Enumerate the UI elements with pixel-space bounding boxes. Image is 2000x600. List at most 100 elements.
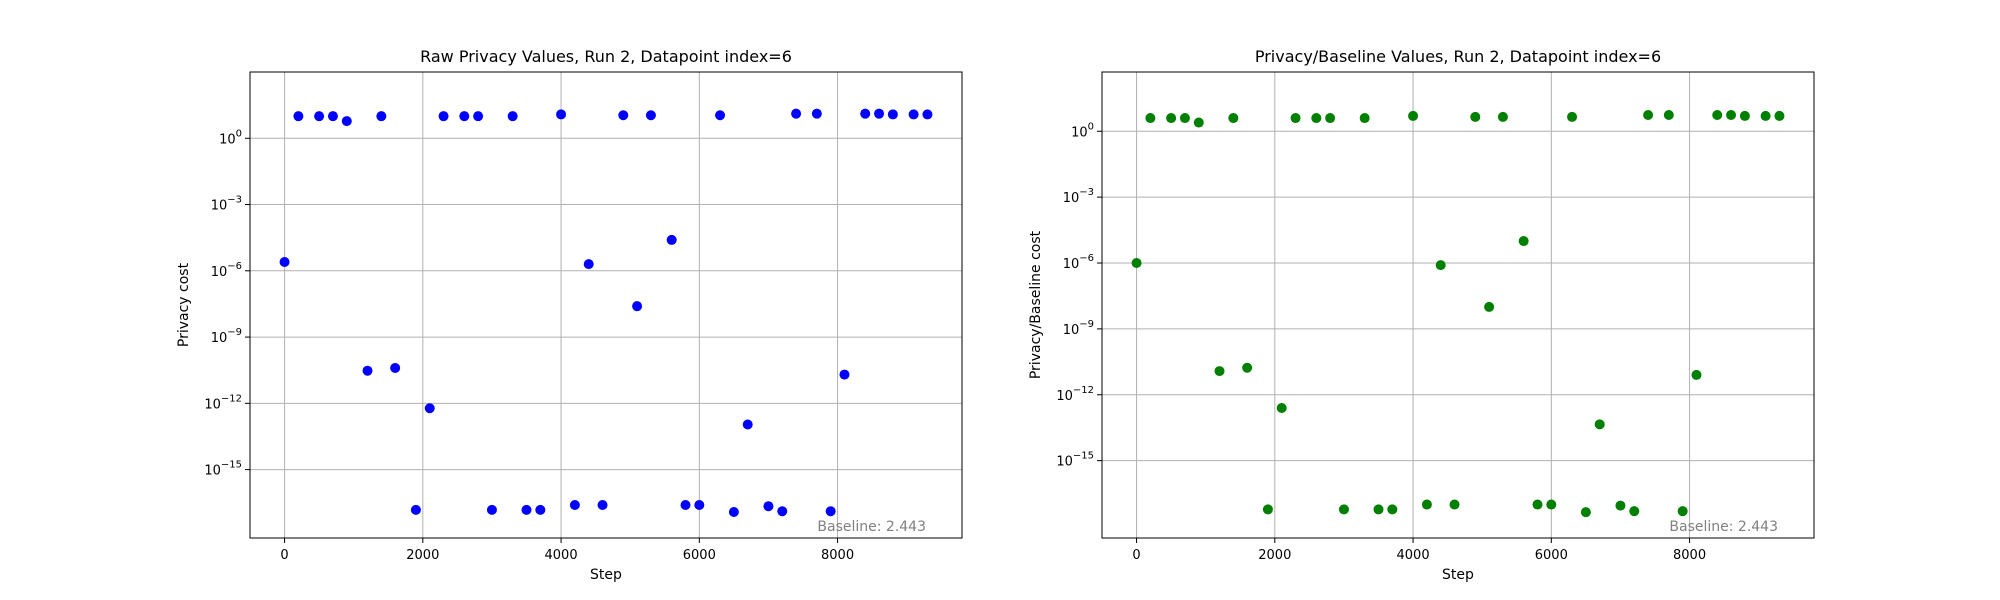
data-point [1435,260,1446,271]
data-point [645,110,656,121]
data-point [666,234,677,245]
x-tick-label: 6000 [1535,548,1568,563]
data-point [742,419,753,430]
x-axis-label: Step [1442,567,1474,583]
data-point [908,109,919,120]
x-axis-label: Step [590,567,622,583]
data-point [438,111,449,122]
y-tick-label: 10−15 [1056,451,1094,470]
data-point [569,499,580,510]
data-point [618,110,629,121]
baseline-annotation: Baseline: 2.443 [817,519,926,535]
data-point [1179,113,1190,124]
data-point [728,507,739,518]
data-point [1325,113,1336,124]
data-point [293,111,304,122]
data-point [1242,362,1253,373]
data-point [1290,113,1301,124]
x-tick-label: 4000 [545,548,578,563]
data-point [1546,499,1557,510]
data-point [811,108,822,119]
y-tick-label: 10−15 [204,460,242,479]
data-point [376,111,387,122]
x-tick-label: 8000 [1673,548,1706,563]
data-point [390,362,401,373]
data-point [1712,110,1723,121]
data-point [887,109,898,120]
data-point [1166,113,1177,124]
data-point [1449,499,1460,510]
data-point [763,501,774,512]
data-point [279,257,290,268]
data-point [362,365,373,376]
chart-title: Privacy/Baseline Values, Run 2, Datapoin… [1255,47,1661,66]
data-point [410,504,421,515]
y-axis-label: Privacy/Baseline cost [1028,230,1044,379]
data-point [473,111,484,122]
data-point [1193,117,1204,128]
data-point [521,504,532,515]
data-point [715,110,726,121]
data-point [1615,500,1626,511]
data-point [1518,236,1529,247]
data-point [860,108,871,119]
data-point [1774,110,1785,121]
data-point [791,108,802,119]
y-tick-label: 10−12 [204,393,242,412]
data-point [1484,301,1495,312]
y-tick-label: 10−6 [211,261,242,280]
data-point [1760,110,1771,121]
data-point [486,504,497,515]
data-point [1726,110,1737,121]
data-point [327,111,338,122]
data-point [1739,110,1750,121]
data-point [1470,111,1481,122]
chart-title: Raw Privacy Values, Run 2, Datapoint ind… [420,47,792,66]
y-tick-label: 10−3 [1063,187,1094,206]
data-point [1214,366,1225,377]
baseline-annotation: Baseline: 2.443 [1669,519,1778,535]
data-point [1629,506,1640,517]
x-tick-label: 2000 [406,548,439,563]
data-point [825,506,836,517]
y-tick-label: 100 [219,128,242,147]
data-point [424,403,435,414]
data-point [459,111,470,122]
data-point [597,499,608,510]
x-tick-label: 2000 [1258,548,1291,563]
y-tick-label: 10−9 [1063,319,1094,338]
plot-frame [1101,71,1815,539]
data-point [507,111,518,122]
privacy-baseline-plot: 0 2000 4000 6000 8000 100 10−3 10−6 10−9 10−12 10−… [1028,47,1815,583]
data-point [1228,113,1239,124]
data-point [922,109,933,120]
data-point [1145,113,1156,124]
data-point [632,301,643,312]
data-point [583,259,594,270]
data-point [1643,110,1654,121]
data-point [1262,504,1273,515]
data-point [535,504,546,515]
raw-privacy-plot: 0 2000 4000 6000 8000 100 10−3 10−6 10−9 10−12 10−… [176,47,963,583]
y-tick-label: 10−9 [211,327,242,346]
data-point [1691,369,1702,380]
data-point [1311,113,1322,124]
data-point [694,499,705,510]
x-tick-label: 6000 [683,548,716,563]
data-point [341,116,352,127]
data-point [1276,402,1287,413]
data-point [1359,113,1370,124]
x-tick-label: 0 [1132,548,1140,563]
data-point [1408,110,1419,121]
data-point [556,109,567,120]
data-point [1594,419,1605,430]
y-axis-label: Privacy cost [176,262,192,347]
data-point [1677,506,1688,517]
data-point [1131,258,1142,269]
data-point [777,506,788,517]
data-point [874,108,885,119]
data-point [1580,507,1591,518]
y-tick-label: 10−6 [1063,253,1094,272]
data-point [314,111,325,122]
